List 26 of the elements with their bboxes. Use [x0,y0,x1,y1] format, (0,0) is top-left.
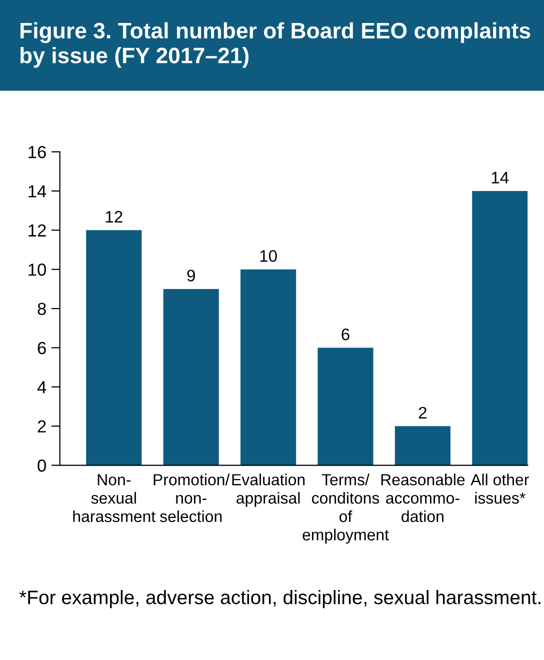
data-label: 14 [492,172,509,184]
data-label: 2 [418,406,426,418]
data-label: 12 [106,210,122,223]
chart-title: Figure 3. Total number of Board EEO complaints by issue (FY 2017–21) [20,22,530,68]
bar [394,426,450,466]
y-tick-label: 2 [38,420,46,432]
y-tick-label: 14 [28,185,46,198]
y-tick-label: 0 [38,459,46,472]
bar [86,230,142,466]
y-tick-label: 12 [28,224,46,236]
data-label: 6 [342,328,350,340]
y-tick-label: 8 [38,302,46,316]
bar [163,288,219,466]
bar [318,348,374,466]
y-tick-label: 4 [37,381,46,394]
x-tick-label: Reasonable accommo- dation [381,474,465,522]
data-label: 9 [187,270,195,282]
x-tick-label: Evaluation appraisal [232,474,305,507]
y-tick-label: 10 [28,264,46,276]
data-label: 10 [260,250,277,262]
text: *For example, adverse action, discipline, sexual harassment. [19,590,540,608]
y-tick-label: 16 [28,146,46,158]
bar [472,190,528,466]
bar [240,269,296,466]
x-tick-label: All other issues* [470,474,529,504]
y-tick-label: 6 [38,342,46,354]
